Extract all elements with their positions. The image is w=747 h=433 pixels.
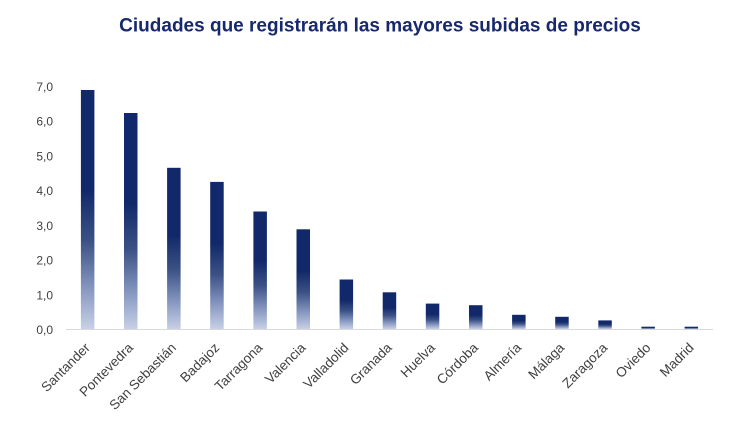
svg-text:1,0: 1,0: [36, 288, 53, 302]
svg-text:Tarragona: Tarragona: [212, 340, 266, 394]
svg-text:7,0: 7,0: [36, 80, 53, 94]
svg-text:4,0: 4,0: [36, 184, 53, 198]
svg-text:Madrid: Madrid: [657, 340, 697, 380]
svg-text:5,0: 5,0: [36, 149, 53, 163]
svg-text:Valladolid: Valladolid: [300, 340, 351, 391]
svg-text:3,0: 3,0: [36, 219, 53, 233]
svg-text:Huelva: Huelva: [398, 340, 439, 381]
svg-text:Ciudades que registrarán las m: Ciudades que registrarán las mayores sub…: [119, 16, 641, 37]
svg-text:0,0: 0,0: [36, 323, 53, 337]
svg-text:2,0: 2,0: [36, 254, 53, 268]
svg-text:Almería: Almería: [481, 340, 525, 384]
svg-text:Málaga: Málaga: [525, 340, 567, 382]
svg-text:Granada: Granada: [347, 340, 395, 388]
svg-text:6,0: 6,0: [36, 115, 53, 129]
svg-text:Córdoba: Córdoba: [434, 340, 482, 388]
svg-text:Oviedo: Oviedo: [613, 340, 654, 381]
svg-text:Zaragoza: Zaragoza: [559, 340, 610, 391]
